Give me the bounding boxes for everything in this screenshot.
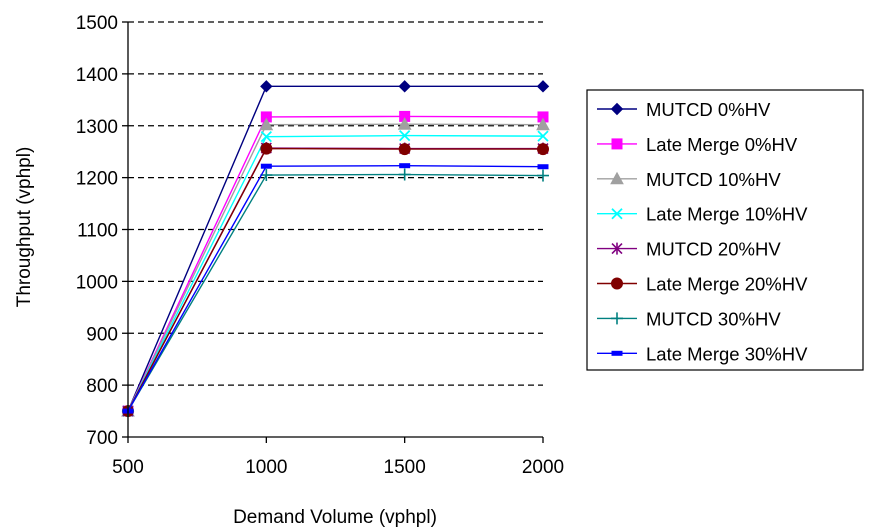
series-7-point-3 bbox=[537, 164, 549, 170]
series-6-point-1 bbox=[260, 169, 273, 182]
series-line-1 bbox=[127, 115, 544, 412]
legend-marker-2 bbox=[610, 171, 624, 185]
legend-marker-4 bbox=[611, 242, 623, 255]
series-2-point-1 bbox=[259, 117, 274, 131]
y-tick-label-1400: 1400 bbox=[76, 65, 118, 86]
series-7-point-1 bbox=[260, 163, 272, 169]
legend-marker-7 bbox=[611, 350, 623, 356]
series-3-point-1 bbox=[260, 131, 272, 143]
legend-label-5: Late Merge 20%HV bbox=[646, 274, 808, 295]
series-6 bbox=[122, 168, 549, 418]
x-tick-label-2000: 2000 bbox=[522, 457, 564, 478]
legend-item-6: MUTCD 30%HV bbox=[597, 308, 781, 329]
series-5-point-2 bbox=[398, 143, 411, 156]
series-0-point-2 bbox=[398, 80, 411, 93]
gridlines bbox=[128, 21, 543, 386]
legend-label-1: Late Merge 0%HV bbox=[646, 134, 798, 155]
y-tick-label-1300: 1300 bbox=[76, 117, 118, 138]
series-line-5 bbox=[127, 147, 543, 412]
legend-marker-0 bbox=[610, 102, 624, 116]
legend-item-1: Late Merge 0%HV bbox=[597, 134, 798, 155]
y-tick-label-1000: 1000 bbox=[76, 272, 118, 293]
series-5 bbox=[122, 142, 549, 418]
series-2 bbox=[121, 117, 550, 417]
series-0 bbox=[121, 80, 550, 418]
series-4 bbox=[122, 142, 549, 418]
y-axis-title: Throughput (vphpl) bbox=[14, 147, 35, 308]
y-tick-label-1500: 1500 bbox=[76, 13, 118, 34]
legend-item-3: Late Merge 10%HV bbox=[597, 204, 808, 225]
series-3-point-3 bbox=[537, 130, 549, 142]
series-0-point-3 bbox=[536, 80, 550, 93]
series-layer bbox=[121, 80, 550, 418]
series-3-point-2 bbox=[399, 129, 411, 142]
legend-label-6: MUTCD 30%HV bbox=[646, 308, 781, 329]
series-2-point-3 bbox=[536, 117, 550, 131]
x-tick-label-1000: 1000 bbox=[245, 457, 287, 478]
y-tick-label-800: 800 bbox=[86, 376, 118, 397]
series-7-point-2 bbox=[399, 163, 411, 169]
series-5-point-3 bbox=[537, 143, 549, 156]
legend-label-3: Late Merge 10%HV bbox=[646, 204, 808, 225]
x-tick-label-500: 500 bbox=[112, 457, 144, 478]
legend-label-0: MUTCD 0%HV bbox=[646, 99, 771, 120]
legend-box bbox=[586, 89, 864, 371]
series-6-point-2 bbox=[398, 168, 411, 181]
x-tick-label-1500: 1500 bbox=[384, 457, 426, 478]
series-line-3 bbox=[127, 134, 544, 412]
legend-marker-1 bbox=[611, 138, 623, 150]
legend-item-4: MUTCD 20%HV bbox=[597, 239, 781, 260]
series-2-point-2 bbox=[397, 117, 412, 130]
series-line-6 bbox=[127, 173, 544, 412]
series-1 bbox=[122, 110, 549, 417]
x-tick-labels: 500 1000 1500 2000 bbox=[112, 437, 564, 478]
x-axis-title: Demand Volume (vphpl) bbox=[233, 507, 437, 528]
legend-item-7: Late Merge 30%HV bbox=[597, 343, 808, 364]
legend-marker-5 bbox=[611, 277, 623, 290]
legend-item-0: MUTCD 0%HV bbox=[597, 99, 771, 120]
y-tick-label-1200: 1200 bbox=[76, 169, 118, 190]
legend-item-2: MUTCD 10%HV bbox=[597, 169, 781, 190]
y-tick-label-900: 900 bbox=[86, 324, 118, 345]
series-5-point-1 bbox=[260, 142, 273, 155]
series-6-point-3 bbox=[537, 169, 549, 182]
legend-label-2: MUTCD 10%HV bbox=[646, 169, 781, 190]
legend-label-7: Late Merge 30%HV bbox=[646, 343, 808, 364]
legend: MUTCD 0%HV Late Merge 0%HV MUTCD 10%HV Late… bbox=[586, 89, 864, 371]
series-0-point-1 bbox=[260, 80, 273, 93]
legend-marker-6 bbox=[611, 312, 623, 325]
y-tick-labels: 700 800 900 1000 1100 1200 1300 1400 1500 bbox=[76, 13, 128, 449]
series-line-0 bbox=[127, 85, 543, 412]
legend-marker-3 bbox=[611, 208, 623, 220]
legend-label-4: MUTCD 20%HV bbox=[646, 239, 781, 260]
y-tick-label-1100: 1100 bbox=[77, 221, 118, 242]
y-tick-label-700: 700 bbox=[86, 428, 118, 449]
legend-item-5: Late Merge 20%HV bbox=[597, 274, 808, 295]
series-line-7 bbox=[127, 164, 544, 412]
series-line-2 bbox=[127, 123, 544, 412]
